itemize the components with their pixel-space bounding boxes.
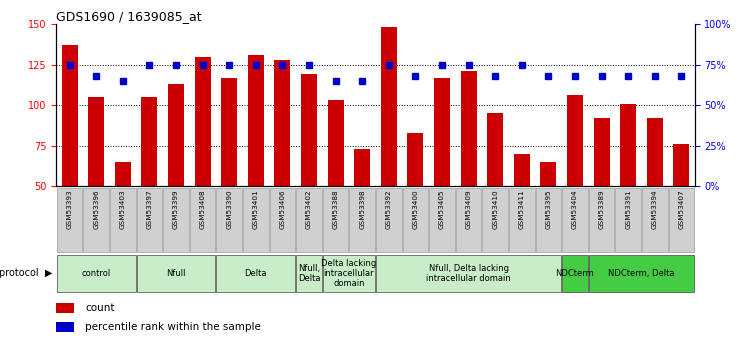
Text: control: control [82,269,111,278]
Bar [141,97,158,267]
Text: GSM53405: GSM53405 [439,189,445,229]
FancyBboxPatch shape [296,255,321,292]
Text: GSM53389: GSM53389 [599,189,605,229]
FancyBboxPatch shape [589,188,614,252]
FancyBboxPatch shape [430,188,455,252]
FancyBboxPatch shape [270,188,295,252]
FancyBboxPatch shape [57,255,136,292]
FancyBboxPatch shape [83,188,109,252]
Text: Nfull,
Delta: Nfull, Delta [297,264,320,283]
Text: Nfull, Delta lacking
intracellular domain: Nfull, Delta lacking intracellular domai… [427,264,511,283]
Text: GSM53395: GSM53395 [545,189,551,229]
FancyBboxPatch shape [323,255,375,292]
FancyBboxPatch shape [615,188,641,252]
Text: GSM53390: GSM53390 [226,189,232,229]
Text: GSM53409: GSM53409 [466,189,472,229]
Text: GSM53408: GSM53408 [200,189,206,229]
Text: GSM53406: GSM53406 [279,189,285,229]
FancyBboxPatch shape [456,188,481,252]
Bar [327,100,344,267]
FancyBboxPatch shape [163,188,189,252]
Text: GSM53388: GSM53388 [333,189,339,229]
Text: GSM53410: GSM53410 [492,189,498,229]
Bar [89,97,104,267]
FancyBboxPatch shape [376,255,561,292]
Bar [274,60,291,267]
Text: GSM53400: GSM53400 [412,189,418,229]
Bar [460,71,477,267]
FancyBboxPatch shape [243,188,269,252]
FancyBboxPatch shape [323,188,348,252]
Bar [620,104,636,267]
Bar [168,84,184,267]
Bar [381,27,397,267]
FancyBboxPatch shape [57,188,83,252]
Text: GDS1690 / 1639085_at: GDS1690 / 1639085_at [56,10,202,23]
FancyBboxPatch shape [137,255,216,292]
Text: GSM53398: GSM53398 [359,189,365,229]
Bar [593,118,610,267]
Text: percentile rank within the sample: percentile rank within the sample [85,322,261,332]
Text: GSM53396: GSM53396 [93,189,99,229]
Bar [115,162,131,267]
Bar [62,45,77,267]
Bar [248,55,264,267]
FancyBboxPatch shape [376,188,402,252]
FancyBboxPatch shape [110,188,136,252]
FancyBboxPatch shape [216,188,242,252]
Text: Nfull: Nfull [166,269,185,278]
Text: GSM53393: GSM53393 [67,189,73,229]
Text: GSM53397: GSM53397 [146,189,152,229]
Bar [195,57,210,267]
FancyBboxPatch shape [535,188,561,252]
Bar [56,322,74,332]
Bar [487,113,503,267]
FancyBboxPatch shape [216,255,295,292]
Text: Delta: Delta [245,269,267,278]
FancyBboxPatch shape [190,188,216,252]
Text: NDCterm: NDCterm [556,269,594,278]
Bar [434,78,450,267]
Text: GSM53394: GSM53394 [652,189,658,229]
Text: GSM53407: GSM53407 [678,189,684,229]
Bar [56,303,74,313]
FancyBboxPatch shape [562,255,588,292]
Bar [674,144,689,267]
FancyBboxPatch shape [403,188,428,252]
Bar [354,149,370,267]
Text: GSM53402: GSM53402 [306,189,312,229]
Bar [647,118,663,267]
Text: NDCterm, Delta: NDCterm, Delta [608,269,674,278]
FancyBboxPatch shape [349,188,375,252]
FancyBboxPatch shape [509,188,535,252]
FancyBboxPatch shape [137,188,162,252]
Bar [541,162,556,267]
Bar [514,154,529,267]
Text: protocol  ▶: protocol ▶ [0,268,53,278]
Text: GSM53391: GSM53391 [625,189,631,229]
FancyBboxPatch shape [562,188,588,252]
Bar [567,96,583,267]
Text: count: count [85,303,115,313]
Text: GSM53411: GSM53411 [519,189,525,229]
Text: GSM53399: GSM53399 [173,189,179,229]
Text: GSM53403: GSM53403 [120,189,126,229]
Text: GSM53401: GSM53401 [253,189,259,229]
FancyBboxPatch shape [589,255,694,292]
Bar [222,78,237,267]
FancyBboxPatch shape [668,188,694,252]
Text: GSM53404: GSM53404 [572,189,578,229]
FancyBboxPatch shape [642,188,668,252]
Text: GSM53392: GSM53392 [386,189,392,229]
Bar [408,133,424,267]
FancyBboxPatch shape [296,188,321,252]
Bar [301,75,317,267]
Text: Delta lacking
intracellular
domain: Delta lacking intracellular domain [321,258,376,288]
FancyBboxPatch shape [482,188,508,252]
